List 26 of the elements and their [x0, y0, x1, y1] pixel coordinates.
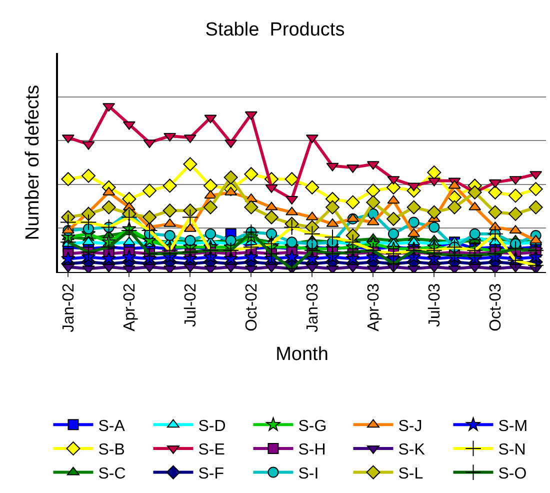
y-axis-title: Number of defects	[22, 84, 44, 240]
legend-label: S-A	[98, 418, 126, 435]
legend-label: S-O	[498, 466, 527, 483]
x-tick-label: Apr-02	[121, 283, 138, 332]
x-tick-label: Apr-03	[365, 283, 382, 332]
x-tick-label: Oct-02	[243, 283, 260, 332]
legend-label: S-E	[198, 442, 225, 459]
x-tick-label: Oct-03	[487, 283, 504, 332]
legend-label: S-B	[98, 442, 125, 459]
legend-label: S-D	[198, 418, 226, 435]
legend-label: S-I	[298, 466, 319, 483]
legend-label: S-K	[398, 442, 426, 459]
legend-label: S-H	[298, 442, 326, 459]
legend-label: S-F	[198, 466, 224, 483]
x-tick-label: Jan-02	[60, 283, 78, 332]
chart-title: Stable Products	[205, 19, 345, 40]
x-tick-label: Jan-03	[304, 283, 322, 332]
x-tick-label: Jul-02	[182, 283, 200, 327]
legend-label: S-J	[398, 418, 422, 435]
legend-label: S-G	[298, 418, 327, 435]
legend-label: S-L	[398, 466, 424, 483]
x-axis-title: Month	[276, 344, 328, 366]
x-tick-label: Jul-03	[426, 283, 444, 327]
legend-label: S-C	[98, 466, 126, 483]
legend-label: S-M	[498, 418, 528, 435]
legend-label: S-N	[498, 442, 526, 459]
